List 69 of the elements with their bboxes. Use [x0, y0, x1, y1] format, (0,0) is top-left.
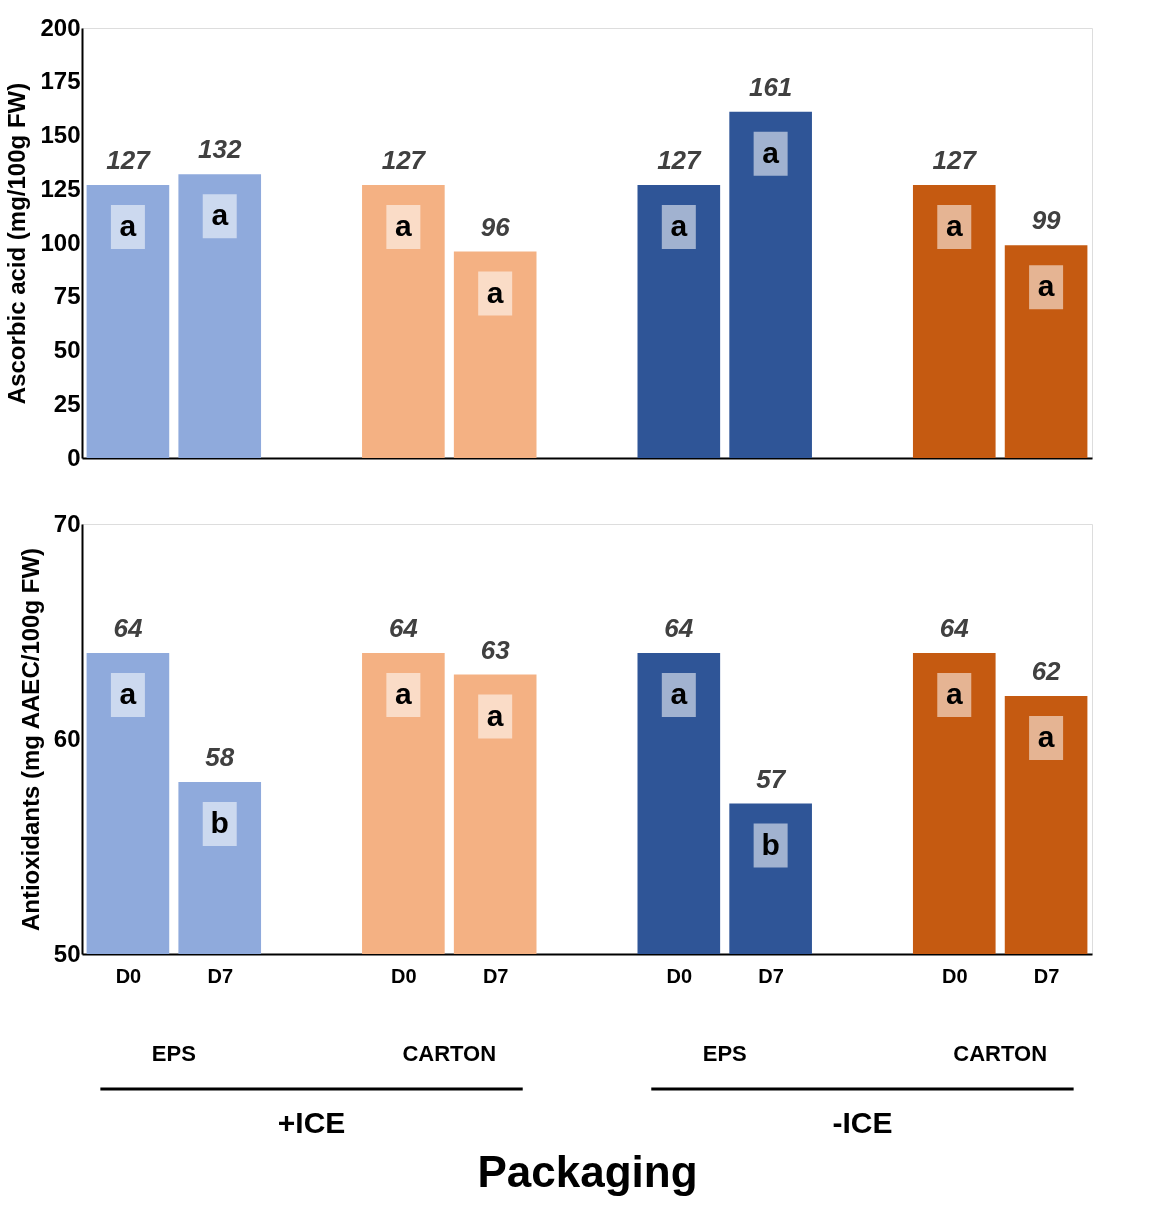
text: -ICE — [832, 1106, 893, 1139]
y-tick-label: 175 — [40, 67, 81, 95]
y-tick-label: 0 — [67, 443, 81, 471]
x-tick-label: D0 — [666, 964, 693, 987]
x-tick-label: D7 — [482, 964, 509, 987]
annotation: a — [486, 698, 504, 732]
y-tick-label: 60 — [53, 724, 81, 752]
text: CARTON — [953, 1041, 1048, 1066]
data-label: 96 — [480, 211, 511, 242]
annotation: a — [762, 135, 780, 169]
annotation: a — [1037, 269, 1055, 303]
data-label: 99 — [1031, 205, 1062, 236]
text: CARTON — [402, 1041, 497, 1066]
text: EPS — [702, 1041, 747, 1066]
y-tick-label: 50 — [53, 336, 81, 363]
y-axis-title: Ascorbic acid (mg/100g FW) — [3, 82, 31, 405]
bar — [1004, 245, 1088, 458]
data-label: 62 — [1031, 656, 1062, 686]
bar — [729, 111, 812, 458]
y-tick-label: 75 — [53, 282, 81, 310]
data-label: 64 — [113, 613, 143, 643]
x-axis-title: Packaging — [477, 1146, 698, 1196]
data-label: 127 — [106, 144, 152, 175]
data-label: 127 — [381, 144, 427, 175]
data-label: 64 — [388, 613, 419, 643]
y-tick-label: 150 — [40, 121, 81, 148]
text: +ICE — [277, 1106, 346, 1139]
y-tick-label: 100 — [40, 228, 81, 256]
annotation: a — [395, 677, 413, 710]
data-label: 64 — [939, 613, 970, 643]
bar — [362, 184, 445, 458]
annotation: a — [486, 275, 504, 309]
data-label: 57 — [756, 763, 787, 794]
annotation: a — [395, 208, 413, 242]
text: EPS — [151, 1041, 196, 1066]
data-label: 132 — [198, 134, 242, 165]
annotation: a — [211, 198, 229, 232]
annotation: a — [119, 677, 137, 710]
data-label: 58 — [205, 742, 235, 772]
y-tick-label: 200 — [40, 13, 81, 41]
y-tick-label: 70 — [53, 509, 81, 537]
y-axis-title: Antioxidants (mg AAEC/100g FW) — [16, 547, 44, 932]
x-tick-label: D0 — [115, 964, 142, 987]
annotation: a — [1037, 720, 1055, 753]
y-tick-label: 25 — [53, 389, 81, 417]
x-tick-label: D0 — [941, 964, 968, 987]
bar — [86, 184, 170, 458]
x-tick-label: D7 — [207, 964, 234, 987]
bar — [453, 251, 537, 458]
x-tick-label: D0 — [391, 964, 417, 987]
bar — [178, 174, 262, 458]
annotation: b — [210, 806, 229, 839]
x-tick-label: D7 — [1033, 964, 1060, 987]
annotation: a — [119, 208, 137, 242]
data-label: 127 — [657, 144, 703, 175]
x-tick-label: D7 — [758, 964, 784, 987]
data-label: 63 — [480, 634, 511, 665]
data-label: 127 — [932, 144, 978, 175]
bar — [637, 184, 721, 458]
bar — [912, 184, 996, 458]
annotation: b — [761, 827, 780, 861]
y-tick-label: 50 — [53, 939, 81, 967]
data-label: 161 — [748, 71, 793, 102]
annotation: a — [670, 208, 688, 242]
annotation: a — [945, 208, 963, 242]
annotation: a — [945, 677, 963, 710]
y-tick-label: 125 — [40, 174, 81, 202]
annotation: a — [670, 677, 688, 710]
data-label: 64 — [664, 613, 694, 643]
